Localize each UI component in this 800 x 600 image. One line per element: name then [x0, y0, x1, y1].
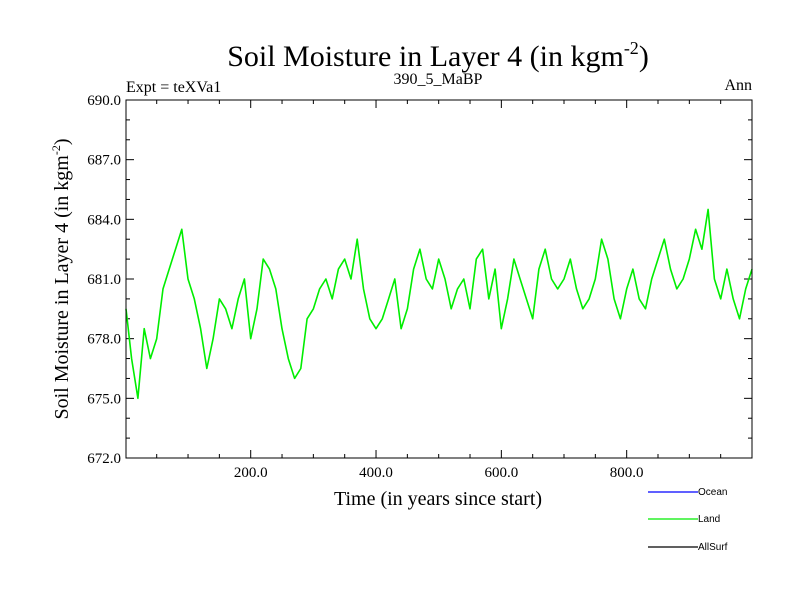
axis-ticks: [126, 99, 752, 459]
y-tick-label: 684.0: [87, 212, 121, 228]
x-tick-label: 400.0: [359, 465, 393, 481]
y-axis-label: Soil Moisture in Layer 4 (in kgm-2): [49, 138, 73, 419]
chart-title-sup: -2: [624, 38, 639, 58]
plot-frame: [125, 99, 753, 459]
x-tick-label: 800.0: [610, 465, 644, 481]
y-axis-label-main: Soil Moisture in Layer 4 (in kgm: [51, 155, 73, 420]
legend-label-allsurf: AllSurf: [698, 542, 728, 553]
y-tick-label: 681.0: [87, 272, 121, 288]
x-axis-label: Time (in years since start): [334, 488, 542, 510]
y-tick-label: 672.0: [87, 451, 121, 467]
y-tick-label: 690.0: [87, 93, 121, 109]
legend-label-land: Land: [698, 514, 720, 525]
x-tick-label: 200.0: [234, 465, 268, 481]
axis-tick-labels: 200.0 400.0 600.0 800.0 672.0 675.0 678.0 681.0…: [87, 93, 643, 481]
subtitle-right: Ann: [724, 77, 752, 94]
chart-title-end: ): [639, 40, 649, 73]
y-tick-label: 675.0: [87, 391, 121, 407]
chart-title: Soil Moisture in Layer 4 (in kgm-2): [227, 38, 649, 73]
y-axis-label-end: ): [51, 138, 73, 145]
series-line-land: [125, 208, 753, 400]
y-tick-label: 687.0: [87, 153, 121, 169]
y-axis-label-sup: -2: [49, 145, 63, 155]
series-layer: [125, 208, 753, 400]
chart-title-main: Soil Moisture in Layer 4 (in kgm: [227, 40, 624, 73]
legend-label-ocean: Ocean: [698, 487, 727, 498]
subtitle-center: 390_5_MaBP: [394, 71, 483, 88]
y-tick-label: 678.0: [87, 332, 121, 348]
subtitle-left: Expt = teXVa1: [126, 79, 221, 96]
legend: Ocean Land AllSurf: [648, 487, 728, 553]
x-tick-label: 600.0: [484, 465, 518, 481]
